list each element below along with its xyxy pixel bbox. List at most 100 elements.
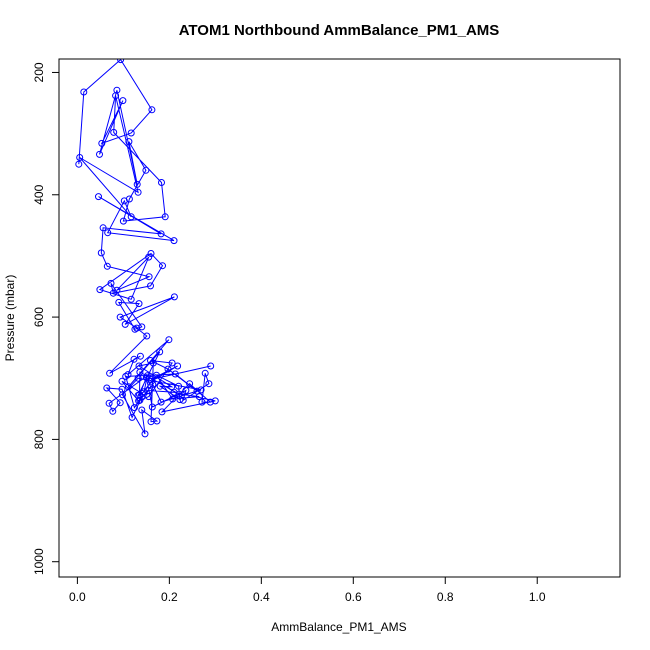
y-tick-label: 400: [32, 184, 46, 204]
data-point: [147, 418, 155, 426]
data-point: [134, 188, 142, 196]
data-point: [117, 59, 125, 64]
data-point: [175, 382, 183, 390]
data-point: [124, 383, 132, 391]
data-point: [207, 362, 215, 370]
plot-frame: [58, 58, 621, 578]
data-point: [75, 160, 83, 168]
data-point: [109, 407, 117, 415]
data-point: [127, 295, 135, 303]
data-point: [125, 138, 133, 146]
data-point: [182, 387, 190, 394]
data-point: [135, 397, 143, 405]
data-point: [112, 92, 120, 100]
data-point: [119, 97, 127, 105]
data-point: [147, 376, 155, 383]
data-point: [197, 386, 205, 394]
data-point: [99, 224, 107, 232]
data-point: [116, 399, 124, 407]
data-point: [170, 293, 178, 301]
data-point: [105, 399, 113, 407]
data-point: [103, 384, 111, 392]
data-point: [211, 397, 219, 405]
data-point: [195, 393, 203, 401]
data-point: [122, 372, 130, 380]
data-point: [186, 380, 194, 388]
data-point: [179, 396, 187, 404]
data-point: [97, 249, 105, 257]
data-point: [158, 408, 166, 416]
y-tick-label: 200: [32, 62, 46, 82]
data-point: [205, 380, 213, 388]
data-point: [127, 129, 135, 137]
data-point: [95, 193, 102, 201]
data-point: [156, 348, 164, 356]
data-point: [128, 413, 136, 421]
data-point: [115, 298, 123, 306]
data-point: [138, 406, 146, 414]
data-point: [165, 336, 173, 344]
data-point: [143, 332, 151, 340]
data-point: [130, 404, 138, 412]
data-point: [171, 370, 179, 378]
data-point: [120, 197, 128, 205]
data-point: [157, 230, 165, 238]
data-point: [127, 213, 135, 221]
data-point: [149, 359, 157, 367]
data-point: [118, 377, 126, 385]
data-point: [206, 398, 214, 406]
x-tick-label: 0.0: [69, 590, 86, 604]
x-tick-label: 1.0: [529, 590, 546, 604]
data-point: [116, 313, 124, 321]
data-point: [121, 320, 129, 328]
data-point: [145, 387, 153, 394]
data-point: [168, 359, 176, 367]
data-point: [96, 150, 103, 158]
data-point: [198, 398, 206, 406]
data-point: [170, 237, 178, 245]
data-point: [147, 250, 155, 257]
data-point: [153, 371, 160, 379]
data-point: [135, 300, 143, 308]
y-tick-label: 600: [32, 307, 46, 327]
data-point: [145, 253, 153, 261]
chart-title: ATOM1 Northbound AmmBalance_PM1_AMS: [179, 22, 500, 39]
data-point: [142, 166, 150, 174]
data-point: [148, 106, 156, 114]
data-point: [161, 213, 169, 221]
data-point: [138, 323, 146, 331]
data-point: [148, 403, 156, 411]
data-point: [110, 128, 118, 136]
data-point: [109, 289, 117, 297]
y-axis: 200 400 600 800 1000: [32, 62, 60, 575]
data-point: [119, 217, 127, 225]
data-point: [104, 229, 112, 237]
data-point: [96, 286, 104, 294]
data-point: [133, 324, 141, 332]
data-point: [145, 273, 153, 281]
data-point: [156, 382, 164, 390]
series-1: [75, 59, 219, 438]
data-point: [147, 282, 154, 290]
data-point: [133, 180, 141, 188]
data-point: [134, 374, 142, 382]
data-point: [141, 430, 149, 438]
data-point: [174, 362, 182, 370]
data-point: [98, 139, 106, 147]
data-point: [80, 88, 88, 96]
y-tick-label: 1000: [32, 548, 46, 575]
data-point: [164, 365, 172, 373]
data-point: [103, 262, 111, 270]
data-point: [76, 154, 84, 161]
data-point: [169, 395, 177, 403]
data-point: [157, 398, 165, 406]
data-point: [142, 374, 150, 382]
data-point: [138, 390, 146, 397]
series-line: [78, 59, 216, 435]
data-point: [124, 371, 132, 379]
data-point: [106, 369, 114, 377]
data-point: [201, 369, 209, 377]
data-point: [158, 179, 165, 186]
x-tick-label: 0.6: [345, 590, 362, 604]
